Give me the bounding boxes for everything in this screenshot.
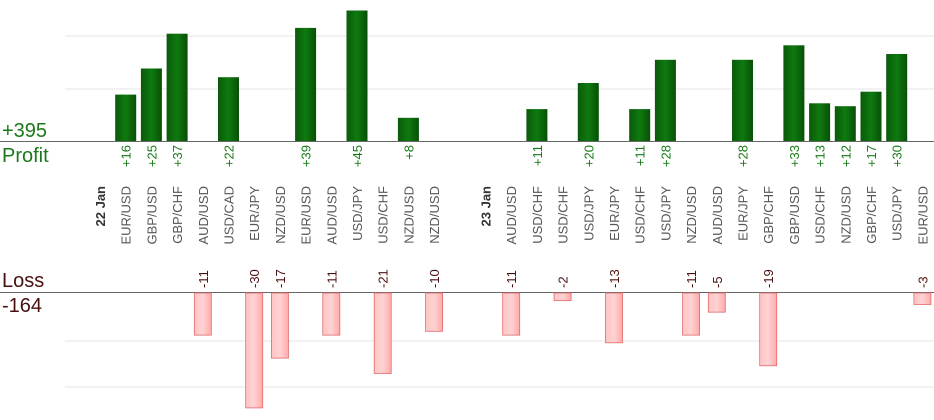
loss-value-label: -19 xyxy=(761,269,776,288)
profit-bar xyxy=(834,106,856,141)
category-label: USD/CHF xyxy=(376,186,391,244)
profit-value-label: +25 xyxy=(144,145,159,167)
category-label: EUR/USD xyxy=(119,186,134,245)
category-label: USD/CHF xyxy=(813,186,828,244)
loss-bar xyxy=(322,292,341,336)
loss-bar xyxy=(245,292,264,409)
profit-value-label: +13 xyxy=(813,145,828,167)
profit-value-label: +11 xyxy=(530,145,545,166)
profit-value-label: +30 xyxy=(890,145,905,167)
category-label: GBP/CHF xyxy=(761,186,776,244)
category-label: USD/JPY xyxy=(581,186,596,241)
category-label: AUD/USD xyxy=(324,186,339,245)
loss-label: Loss xyxy=(2,270,45,292)
loss-bar xyxy=(270,292,289,359)
loss-bar xyxy=(707,292,726,313)
loss-value-label: -11 xyxy=(684,270,699,288)
category-label: NZD/USD xyxy=(273,186,288,244)
category-label: USD/JPY xyxy=(658,186,673,241)
loss-value-label: -21 xyxy=(376,269,391,288)
category-label: GBP/USD xyxy=(144,186,159,245)
loss-value-label: -3 xyxy=(915,276,930,288)
profit-bar xyxy=(809,103,831,141)
profit-value-label: +39 xyxy=(299,145,314,167)
profit-value-label: +16 xyxy=(119,145,134,167)
category-label: EUR/USD xyxy=(915,186,930,245)
profit-bar xyxy=(732,59,753,141)
profit-bar xyxy=(629,109,651,141)
profit-value-label: +8 xyxy=(401,145,416,160)
profit-bar xyxy=(397,117,419,141)
category-label: USD/CHF xyxy=(556,186,571,244)
profit-value-label: +11 xyxy=(633,145,648,166)
loss-value-label: -11 xyxy=(196,270,211,288)
profit-value-label: +12 xyxy=(838,145,853,167)
profit-value-label: +22 xyxy=(222,145,237,167)
category-label: USD/JPY xyxy=(890,186,905,241)
loss-value-label: -11 xyxy=(504,270,519,288)
loss-value-label: -11 xyxy=(324,270,339,288)
profit-value-label: +45 xyxy=(350,145,365,167)
profit-bar xyxy=(140,68,162,141)
category-label: GBP/USD xyxy=(787,186,802,245)
loss-value-label: -17 xyxy=(273,269,288,288)
category-label: AUD/USD xyxy=(504,186,519,245)
profit-bar xyxy=(218,77,239,141)
profit-bar xyxy=(166,33,188,142)
category-label: EUR/JPY xyxy=(607,186,622,241)
category-label: AUD/USD xyxy=(196,186,211,245)
profit-value-label: +28 xyxy=(658,145,673,167)
category-label: EUR/JPY xyxy=(736,186,751,241)
profit-bar xyxy=(886,54,908,141)
loss-value-label: -30 xyxy=(247,269,262,288)
profit-bar xyxy=(577,83,599,141)
loss-bar xyxy=(502,292,521,336)
category-label: NZD/USD xyxy=(401,186,416,244)
category-label: EUR/USD xyxy=(299,186,314,245)
loss-value-label: -13 xyxy=(607,269,622,288)
profit-bar xyxy=(295,27,317,141)
category-label: USD/CAD xyxy=(222,186,237,245)
profit-total: +395 xyxy=(2,120,48,142)
category-label: USD/CHF xyxy=(633,186,648,244)
category-label: GBP/CHF xyxy=(864,186,879,244)
profit-value-label: +37 xyxy=(170,145,185,167)
loss-bar xyxy=(913,292,932,305)
loss-bar xyxy=(373,292,392,374)
category-label: GBP/CHF xyxy=(170,186,185,244)
loss-bar xyxy=(605,292,623,344)
category-label: USD/CHF xyxy=(530,186,545,244)
category-label: NZD/USD xyxy=(684,186,699,244)
category-label: EUR/JPY xyxy=(247,186,262,241)
loss-bar xyxy=(193,292,212,336)
profit-bar xyxy=(346,10,368,141)
profit-bar xyxy=(654,59,676,141)
loss-bar xyxy=(553,292,572,302)
loss-bar xyxy=(425,292,444,332)
date-label: 23 Jan xyxy=(479,186,494,227)
profit-value-label: +17 xyxy=(864,145,879,167)
category-label: NZD/USD xyxy=(838,186,853,244)
category-label: NZD/USD xyxy=(427,186,442,244)
profit-value-label: +20 xyxy=(581,145,596,167)
profit-value-label: +33 xyxy=(787,145,802,167)
profit-bar xyxy=(526,109,548,141)
date-label: 22 Jan xyxy=(93,186,108,227)
category-label: AUD/USD xyxy=(710,186,725,245)
loss-bar xyxy=(682,292,700,336)
profit-label: Profit xyxy=(2,145,49,167)
category-label: USD/JPY xyxy=(350,186,365,241)
loss-bar xyxy=(759,292,778,367)
loss-value-label: -5 xyxy=(710,276,725,288)
profit-value-label: +28 xyxy=(736,145,751,167)
loss-value-label: -2 xyxy=(556,276,571,288)
profit-bar xyxy=(783,45,805,141)
profit-bar xyxy=(860,91,882,141)
profit-bar xyxy=(115,94,137,141)
loss-value-label: -10 xyxy=(427,269,442,288)
loss-total: -164 xyxy=(2,295,43,317)
